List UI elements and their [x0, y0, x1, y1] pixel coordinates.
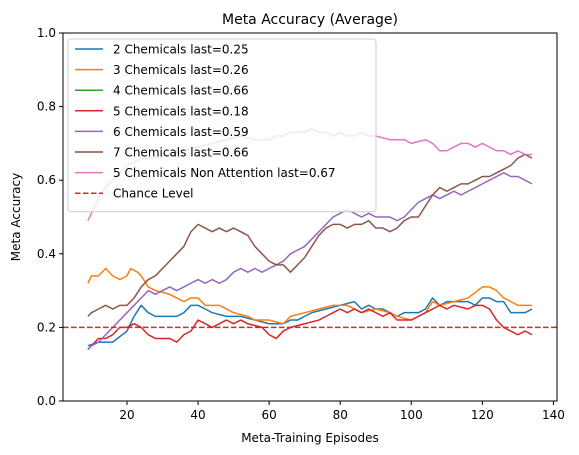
y-tick-label: 0.2 — [37, 320, 56, 334]
y-axis-label: Meta Accuracy — [9, 173, 23, 261]
y-tick-label: 1.0 — [37, 26, 56, 40]
chart-title: Meta Accuracy (Average) — [222, 12, 398, 28]
legend-label: 3 Chemicals last=0.26 — [113, 63, 249, 77]
x-tick-label: 140 — [542, 408, 565, 422]
legend-label: 4 Chemicals last=0.66 — [113, 84, 249, 98]
x-tick-label: 100 — [400, 408, 423, 422]
y-axis: 0.0 0.2 0.4 0.6 0.8 1.0 — [37, 26, 63, 408]
x-axis-label: Meta-Training Episodes — [241, 431, 379, 445]
y-tick-label: 0.6 — [37, 173, 56, 187]
legend-label: 7 Chemicals last=0.66 — [113, 146, 249, 160]
x-tick-label: 40 — [190, 408, 205, 422]
legend-label: 5 Chemicals Non Attention last=0.67 — [113, 166, 336, 180]
x-tick-label: 120 — [471, 408, 494, 422]
x-tick-label: 60 — [261, 408, 276, 422]
x-axis: 20 40 60 80 100 120 140 — [119, 401, 565, 422]
y-tick-label: 0.0 — [37, 394, 56, 408]
x-tick-label: 80 — [333, 408, 348, 422]
legend-label: Chance Level — [113, 187, 193, 201]
legend-label: 5 Chemicals last=0.18 — [113, 104, 249, 118]
x-tick-label: 20 — [119, 408, 134, 422]
legend: 2 Chemicals last=0.25 3 Chemicals last=0.… — [68, 39, 376, 212]
legend-label: 6 Chemicals last=0.59 — [113, 125, 249, 139]
y-tick-label: 0.8 — [37, 100, 56, 114]
legend-label: 2 Chemicals last=0.25 — [113, 43, 249, 57]
y-tick-label: 0.4 — [37, 247, 56, 261]
